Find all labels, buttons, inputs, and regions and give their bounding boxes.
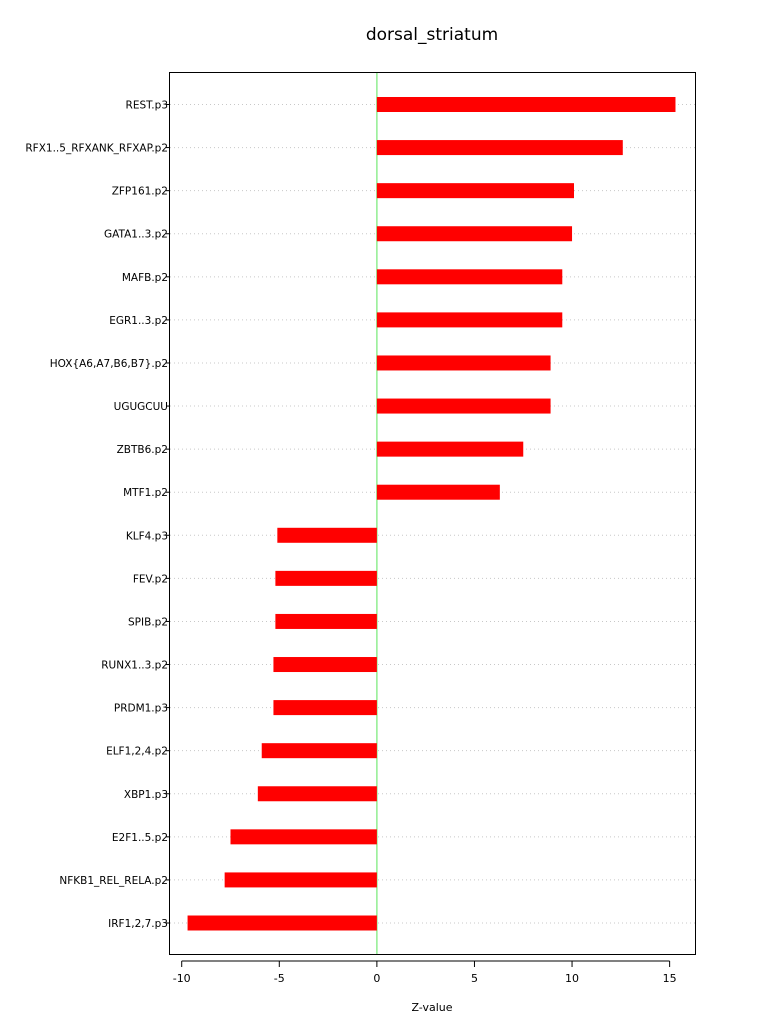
category-label: ZBTB6.p2 (117, 444, 168, 456)
chart-title: dorsal_striatum (366, 25, 498, 45)
bar (376, 484, 500, 500)
category-label: GATA1..3.p2 (104, 229, 168, 241)
bar (273, 700, 377, 716)
category-label: MTF1.p2 (123, 487, 168, 499)
x-tick-label: -10 (173, 972, 191, 985)
x-tick-label: 15 (663, 972, 677, 985)
category-label: PRDM1.p3 (114, 703, 168, 715)
x-tick-label: 5 (471, 972, 478, 985)
category-label: EGR1..3.p2 (109, 315, 168, 327)
bar (275, 613, 377, 629)
category-label: REST.p3 (126, 100, 168, 112)
category-label: IRF1,2,7.p3 (108, 918, 168, 930)
x-tick-label: 0 (373, 972, 380, 985)
category-label: UGUGCUU (114, 401, 168, 413)
bar (376, 355, 551, 371)
bar (376, 140, 623, 156)
bar (187, 915, 377, 931)
category-label: NFKB1_REL_RELA.p2 (59, 875, 168, 887)
x-tick-label: -5 (274, 972, 285, 985)
x-axis-label: Z-value (411, 1001, 452, 1014)
category-label: HOX{A6,A7,B6,B7}.p2 (50, 358, 168, 370)
bar (273, 657, 377, 673)
category-label: ZFP161.p2 (112, 186, 168, 198)
category-label: RFX1..5_RFXANK_RFXAP.p2 (25, 143, 168, 155)
category-labels: REST.p3 RFX1..5_RFXANK_RFXAP.p2 ZFP161.p2 G… (25, 100, 170, 930)
category-label: ELF1,2,4.p2 (106, 746, 168, 758)
bar (257, 786, 377, 802)
bar (275, 570, 377, 586)
bar (230, 829, 377, 845)
x-tick-label: 10 (565, 972, 579, 985)
category-label: FEV.p2 (133, 573, 168, 585)
category-label: KLF4.p3 (126, 530, 168, 542)
bar (376, 441, 524, 457)
bar (224, 872, 377, 888)
bar (376, 398, 551, 414)
plot-frame (169, 72, 696, 955)
bar (376, 226, 573, 242)
bar (376, 97, 676, 112)
category-label: MAFB.p2 (122, 272, 168, 284)
category-label: RUNX1..3.p2 (101, 660, 168, 672)
category-label: E2F1..5.p2 (112, 832, 168, 844)
x-axis-ticks: -10 -5 0 5 10 15 (173, 960, 677, 985)
category-label: SPIB.p2 (128, 616, 168, 628)
bar (261, 743, 377, 759)
bar (376, 269, 563, 285)
bar (376, 183, 574, 199)
bar (277, 527, 377, 543)
category-label: XBP1.p3 (124, 789, 168, 801)
bars (187, 97, 676, 931)
bar (376, 312, 563, 328)
